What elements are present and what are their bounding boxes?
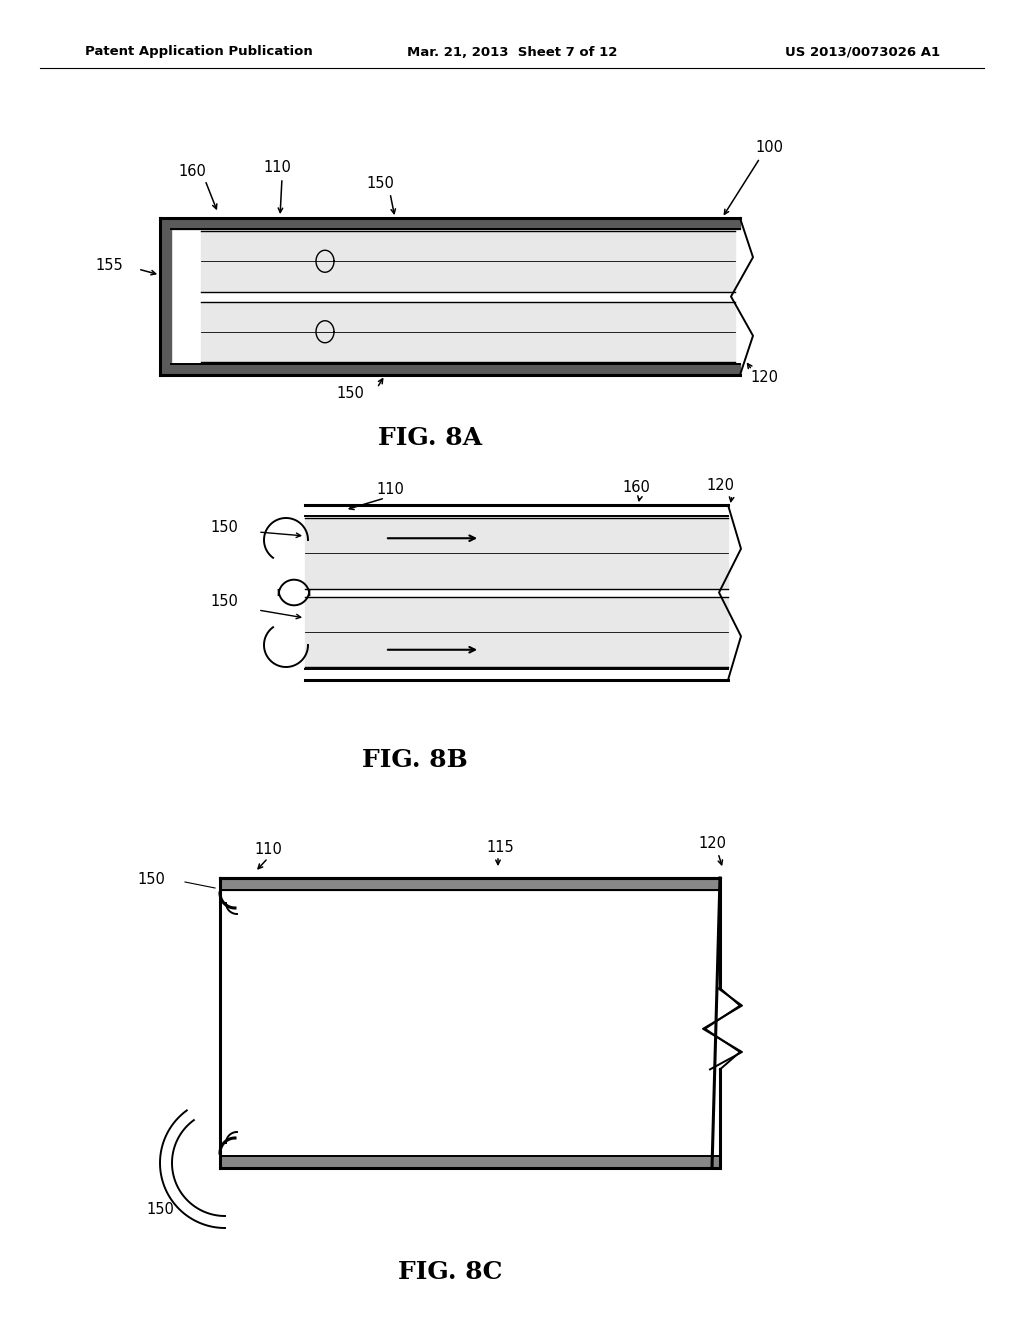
Text: 160: 160	[178, 165, 206, 180]
Text: Mar. 21, 2013  Sheet 7 of 12: Mar. 21, 2013 Sheet 7 of 12	[407, 45, 617, 58]
Text: Patent Application Publication: Patent Application Publication	[85, 45, 312, 58]
Text: 110: 110	[254, 842, 282, 858]
Text: 150: 150	[336, 387, 364, 401]
Text: FIG. 8C: FIG. 8C	[397, 1261, 502, 1284]
Text: 120: 120	[750, 370, 778, 384]
Text: 100: 100	[755, 140, 783, 156]
Text: FIG. 8B: FIG. 8B	[362, 748, 468, 772]
Text: 155: 155	[95, 257, 123, 272]
Text: 120: 120	[698, 836, 726, 850]
Text: US 2013/0073026 A1: US 2013/0073026 A1	[784, 45, 940, 58]
Text: FIG. 8A: FIG. 8A	[378, 426, 482, 450]
Text: 115: 115	[486, 840, 514, 854]
Text: 110: 110	[376, 483, 403, 498]
Text: 150: 150	[137, 873, 165, 887]
Text: 120: 120	[706, 479, 734, 494]
Text: 150: 150	[210, 520, 238, 536]
Text: 160: 160	[622, 480, 650, 495]
Text: 150: 150	[146, 1203, 174, 1217]
Text: 110: 110	[263, 161, 291, 176]
Text: 150: 150	[366, 176, 394, 190]
Text: 150: 150	[210, 594, 238, 610]
